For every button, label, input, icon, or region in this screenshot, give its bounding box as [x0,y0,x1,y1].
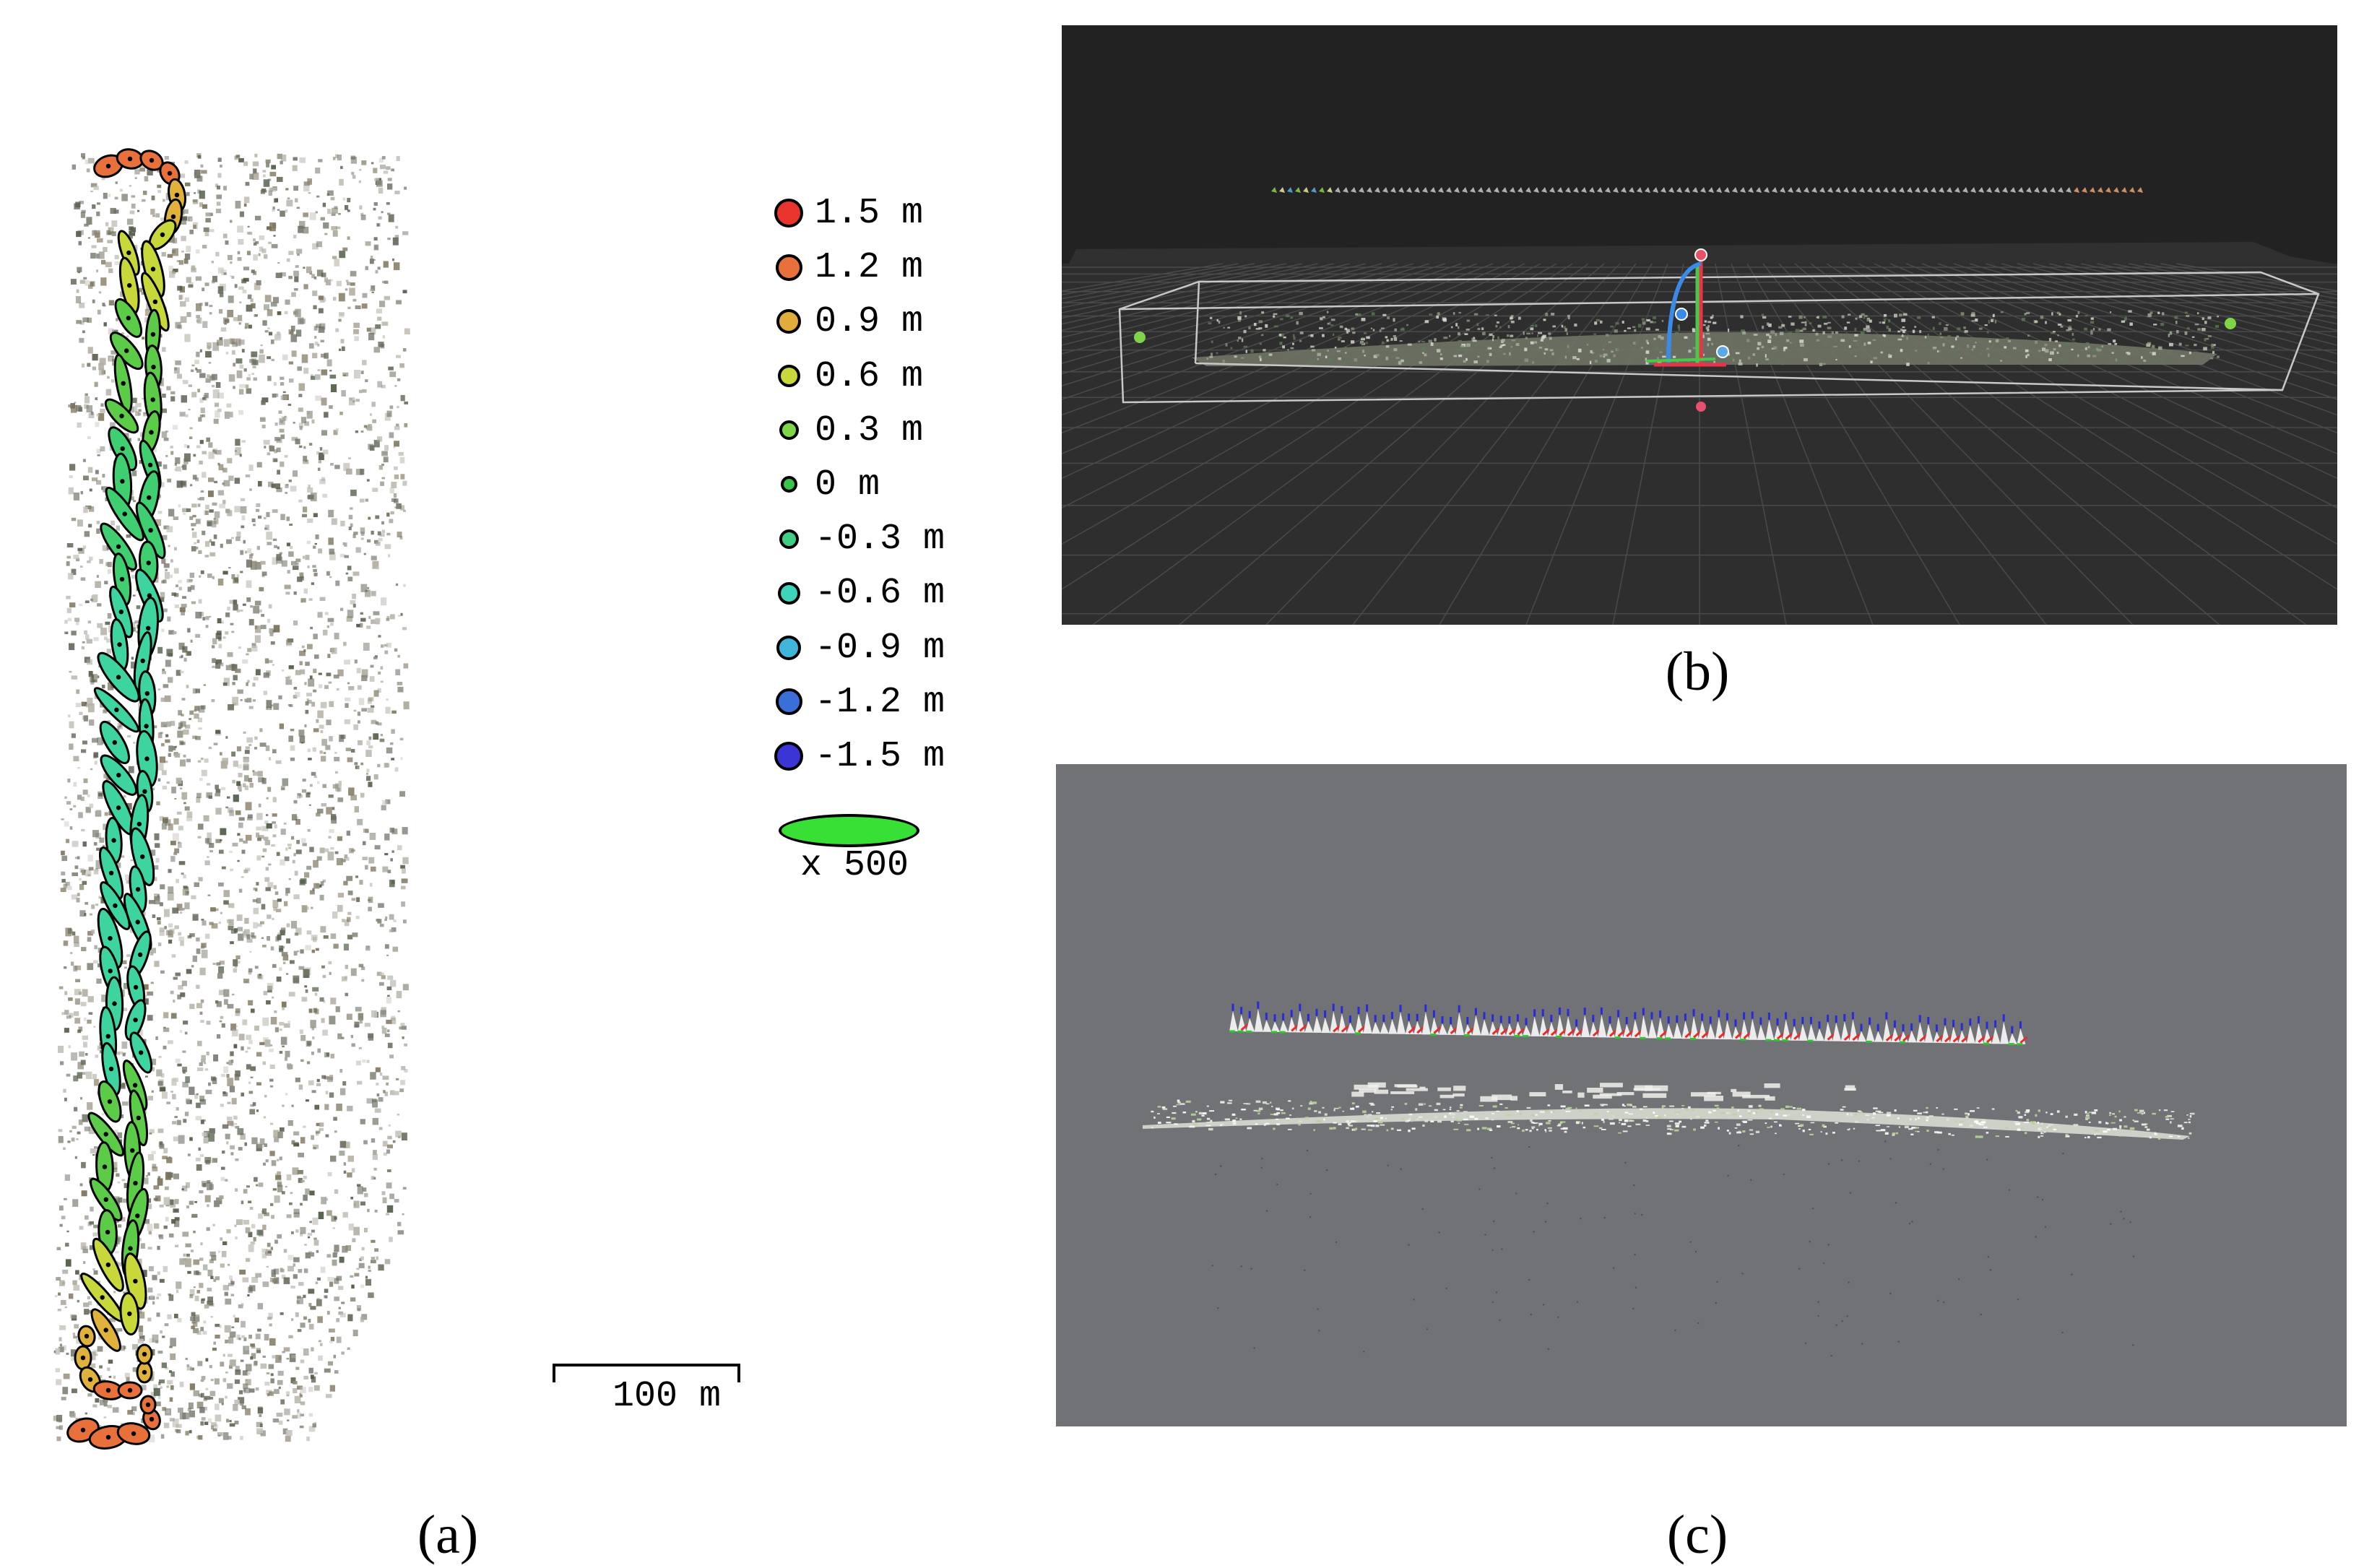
legend-label: -1.2 m [815,681,945,723]
panel-c-canvas [1143,1001,2195,1357]
error-ellipse [136,1361,153,1384]
error-ellipse [105,486,144,542]
panel-b-canvas [1062,25,2337,625]
panel-label-a: (a) [417,1504,479,1565]
error-ellipse [129,1089,149,1147]
legend-item: -0.9 m [773,621,961,675]
legend-item: -1.2 m [773,675,961,729]
transform-gizmo[interactable] [1134,248,2236,412]
error-ellipse [119,1291,140,1336]
error-ellipse [100,881,131,930]
error-ellipse [116,1422,151,1445]
legend-label: 1.2 m [815,247,924,289]
error-ellipse [100,754,138,796]
ground-point-cloud [1143,1108,2190,1140]
legend-item: 1.2 m [773,241,961,295]
error-ellipse [129,1031,153,1074]
legend-label: -1.5 m [815,735,945,777]
scale-bar-label: 100 m [612,1376,722,1417]
error-ellipse [100,522,137,571]
error-ellipse [90,1177,123,1221]
legend-item: 0.6 m [773,350,961,404]
error-ellipse [74,1345,92,1371]
panel-c-reconstruction [1056,764,2347,1426]
error-ellipse [95,1141,114,1192]
legend-label: 0.3 m [815,410,924,451]
legend-swatch [774,741,803,771]
error-ellipse [124,999,147,1041]
legend-swatch [776,635,801,660]
legend-swatch [779,529,799,549]
scale-bar [553,1364,740,1382]
error-ellipse [87,1112,124,1157]
error-ellipse [92,1237,124,1292]
error-ellipse [135,501,166,559]
legend-swatch [780,476,797,493]
legend-label: 0.9 m [815,301,924,343]
legend-label: 0 m [815,464,880,506]
legend-label: -0.9 m [815,627,945,669]
camera-frustums [1229,1001,2028,1046]
error-ellipse [98,1080,122,1123]
error-ellipse [139,1395,157,1415]
legend-swatch [776,309,801,334]
legend-swatch [777,365,800,388]
legend-swatch [777,581,800,605]
error-ellipse [117,230,140,276]
error-ellipses [66,148,186,1450]
legend-item: 0.9 m [773,295,961,349]
legend-swatch [774,199,803,228]
bounding-box [1118,271,2320,404]
error-ellipse [77,1325,96,1348]
panel-label-c: (c) [1666,1504,1728,1565]
legend-item: 0.3 m [773,404,961,458]
point-cloud-a [53,152,410,1442]
error-ellipse [117,1381,143,1400]
legend-item: 1.5 m [773,186,961,241]
camera-track [1271,187,2143,193]
ellipse-scale-symbol [779,814,919,847]
panel-b-3d-viewer [1062,25,2337,625]
error-ellipse [130,827,155,886]
error-ellipse [90,1308,121,1352]
ellipse-scale-label: x 500 [800,845,909,886]
legend-label: -0.3 m [815,519,945,560]
error-ellipse [104,398,139,434]
error-ellipse [109,585,134,638]
legend-swatch [775,688,802,716]
panel-a-canvas [53,148,410,1450]
legend-item: -1.5 m [773,729,961,784]
error-ellipse [93,687,140,733]
legend-item: -0.6 m [773,566,961,620]
panel-label-b: (b) [1665,641,1730,702]
error-ellipse [139,150,164,171]
error-legend: 1.5 m 1.2 m 0.9 m 0.6 m 0.3 m 0 m -0.3 m -0.6 m… [773,186,961,784]
legend-item: -0.3 m [773,512,961,566]
legend-swatch [779,420,799,441]
error-ellipse [97,651,140,703]
error-ellipse [136,1343,153,1365]
legend-swatch [775,254,802,281]
error-ellipse [141,272,170,332]
error-ellipse [114,298,143,338]
legend-label: 0.6 m [815,355,924,397]
error-ellipse [108,426,138,472]
legend-label: 1.5 m [815,193,924,234]
panel-a-point-cloud-map [29,137,433,1459]
legend-item: 0 m [773,458,961,512]
legend-label: -0.6 m [815,573,945,615]
error-ellipse [99,720,130,765]
